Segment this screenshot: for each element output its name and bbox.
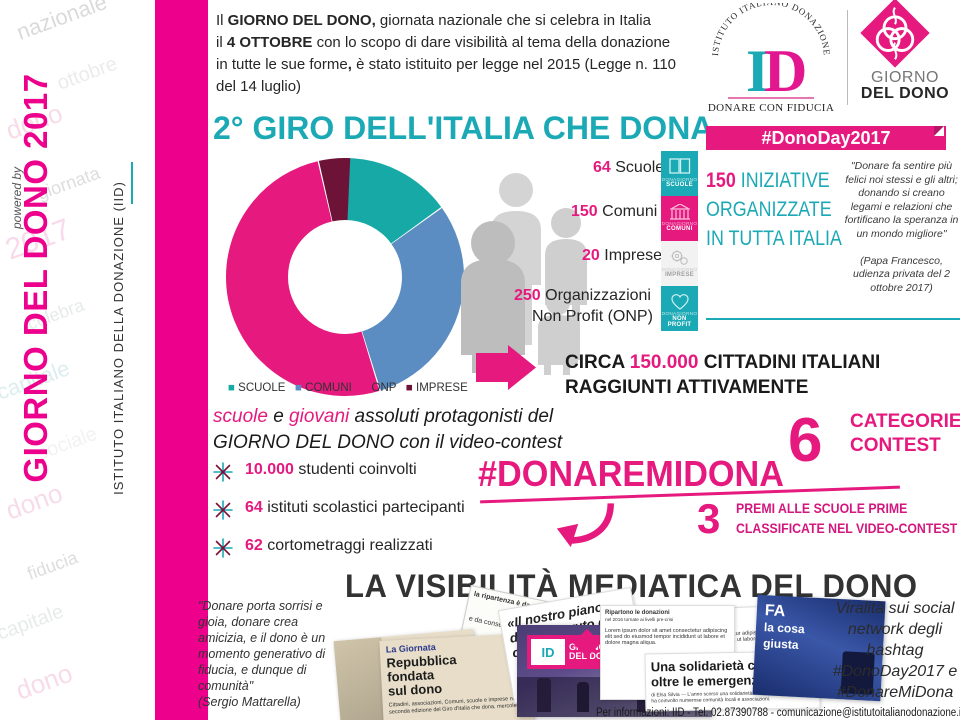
svg-text:dono: dono (12, 658, 77, 706)
svg-text:capitale: capitale (0, 600, 66, 644)
svg-text:DONARE CON FIDUCIA: DONARE CON FIDUCIA (708, 102, 834, 114)
svg-text:fiducia: fiducia (25, 547, 82, 584)
svg-text:D: D (764, 38, 807, 104)
